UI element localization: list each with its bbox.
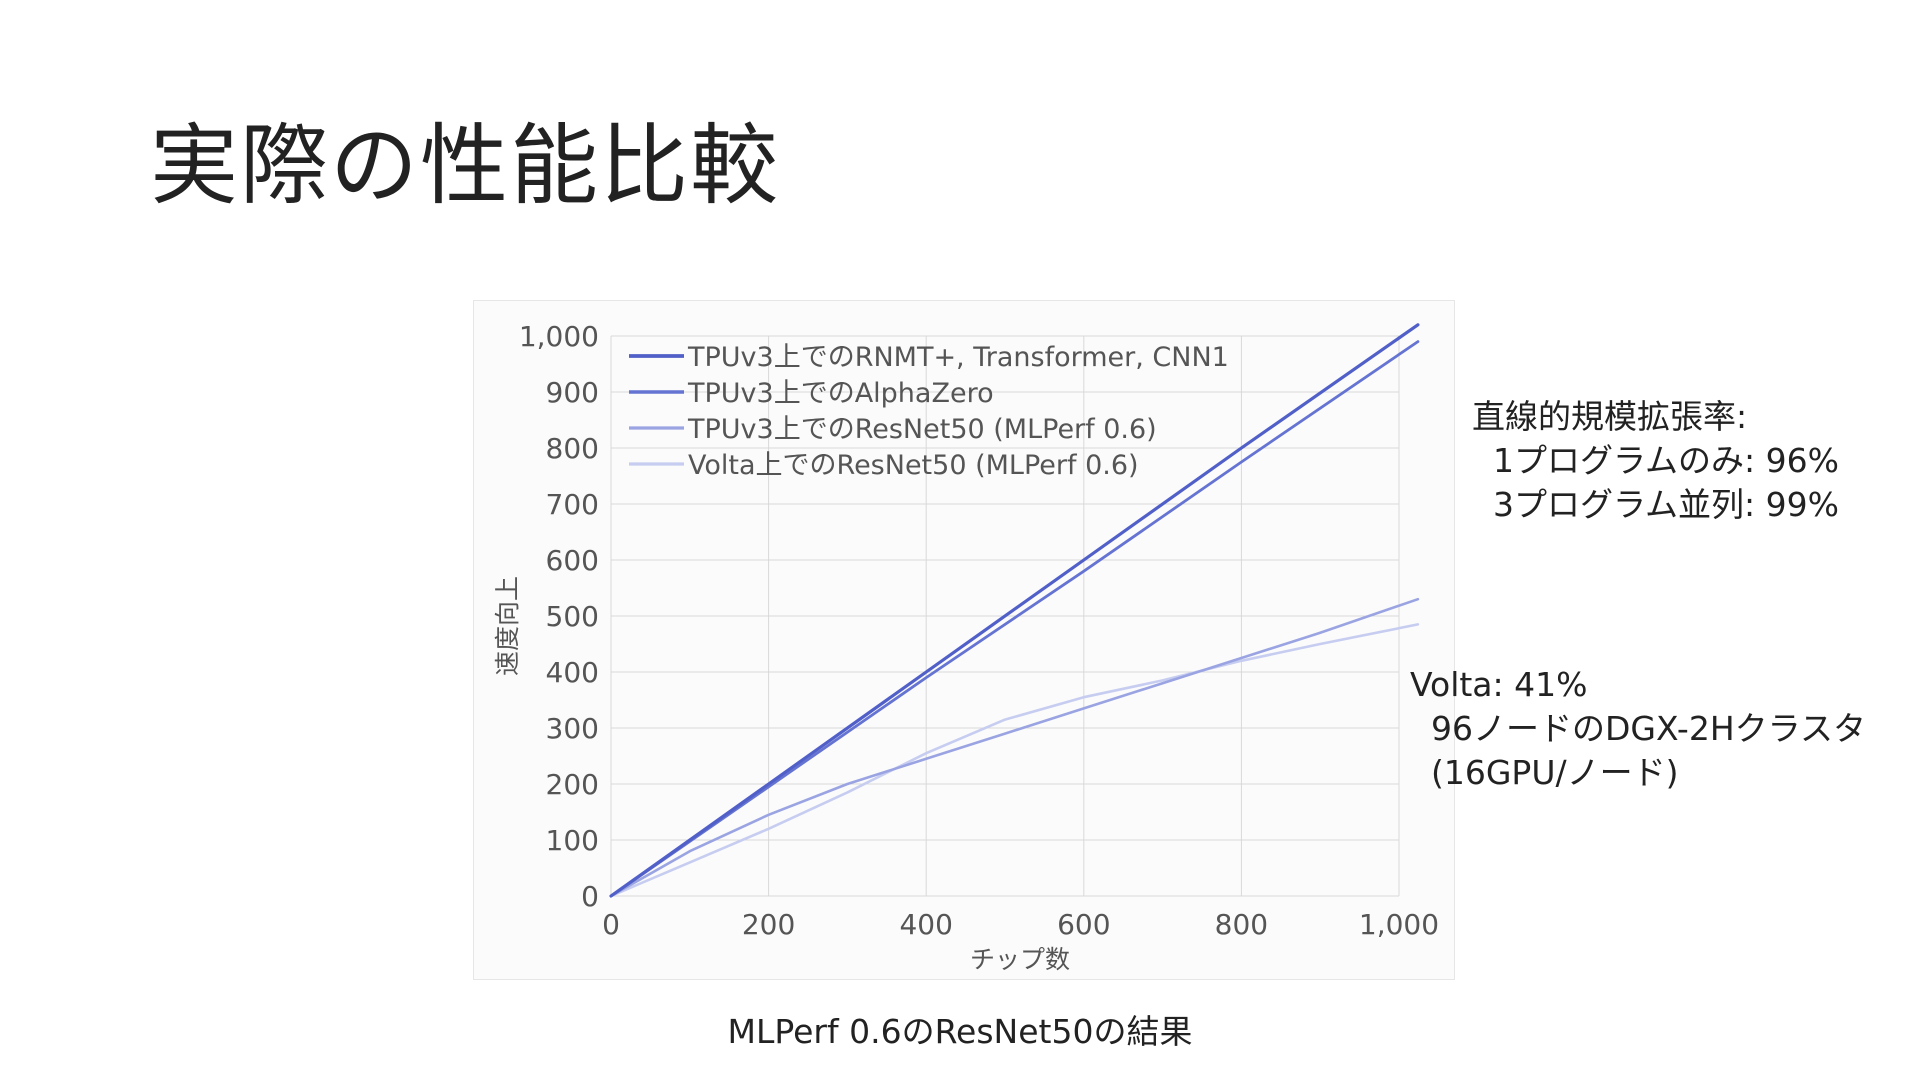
chart-caption: MLPerf 0.6のResNet50の結果 bbox=[727, 1012, 1193, 1051]
page-title: 実際の性能比較 bbox=[150, 114, 781, 217]
legend-label: TPUv3上でのRNMT+, Transformer, CNN1 bbox=[687, 342, 1229, 373]
x-tick-label: 400 bbox=[899, 908, 952, 941]
y-tick-label: 700 bbox=[546, 488, 599, 521]
y-tick-label: 900 bbox=[546, 376, 599, 409]
y-tick-label: 800 bbox=[546, 432, 599, 465]
legend-label: TPUv3上でのResNet50 (MLPerf 0.6) bbox=[687, 414, 1157, 445]
legend: TPUv3上でのRNMT+, Transformer, CNN1 TPUv3上での… bbox=[629, 342, 1229, 481]
x-axis-label: チップ数 bbox=[970, 945, 1070, 974]
series-layer bbox=[609, 323, 1420, 898]
y-tick-label: 0 bbox=[581, 880, 599, 913]
x-tick-label: 0 bbox=[602, 908, 620, 941]
y-tick-label: 300 bbox=[546, 712, 599, 745]
x-tick-label: 1,000 bbox=[1359, 908, 1439, 941]
y-tick-label: 1,000 bbox=[519, 320, 599, 353]
x-tick-label: 200 bbox=[742, 908, 795, 941]
line-chart: 0 100 200 300 400 500 600 700 800 900 1,000 0 200 40… bbox=[493, 320, 1439, 974]
series-line-3 bbox=[609, 597, 1420, 898]
legend-label: Volta上でのResNet50 (MLPerf 0.6) bbox=[688, 450, 1139, 481]
x-tick-labels: 0 200 400 600 800 1,000 bbox=[602, 908, 1439, 941]
y-tick-labels: 0 100 200 300 400 500 600 700 800 900 1,000 bbox=[519, 320, 599, 913]
x-tick-label: 800 bbox=[1215, 908, 1268, 941]
legend-label: TPUv3上でのAlphaZero bbox=[687, 378, 994, 409]
series-line-1 bbox=[609, 323, 1420, 898]
y-tick-label: 200 bbox=[546, 768, 599, 801]
y-tick-label: 600 bbox=[546, 544, 599, 577]
volta-scaling-note: Volta: 41% 96ノードのDGX-2Hクラスタ (16GPU/ノード) bbox=[1410, 665, 1866, 792]
series-line-4 bbox=[609, 623, 1420, 898]
tpu-scaling-note: 直線的規模拡張率: 1プログラムのみ: 96% 3プログラム並列: 99% bbox=[1472, 397, 1839, 524]
series-line-2 bbox=[609, 340, 1420, 898]
y-tick-label: 100 bbox=[546, 824, 599, 857]
chart-frame: 0 100 200 300 400 500 600 700 800 900 1,000 0 200 40… bbox=[473, 300, 1455, 980]
y-axis-label: 速度向上 bbox=[493, 576, 522, 676]
y-tick-label: 500 bbox=[546, 600, 599, 633]
y-tick-label: 400 bbox=[546, 656, 599, 689]
x-tick-label: 600 bbox=[1057, 908, 1110, 941]
